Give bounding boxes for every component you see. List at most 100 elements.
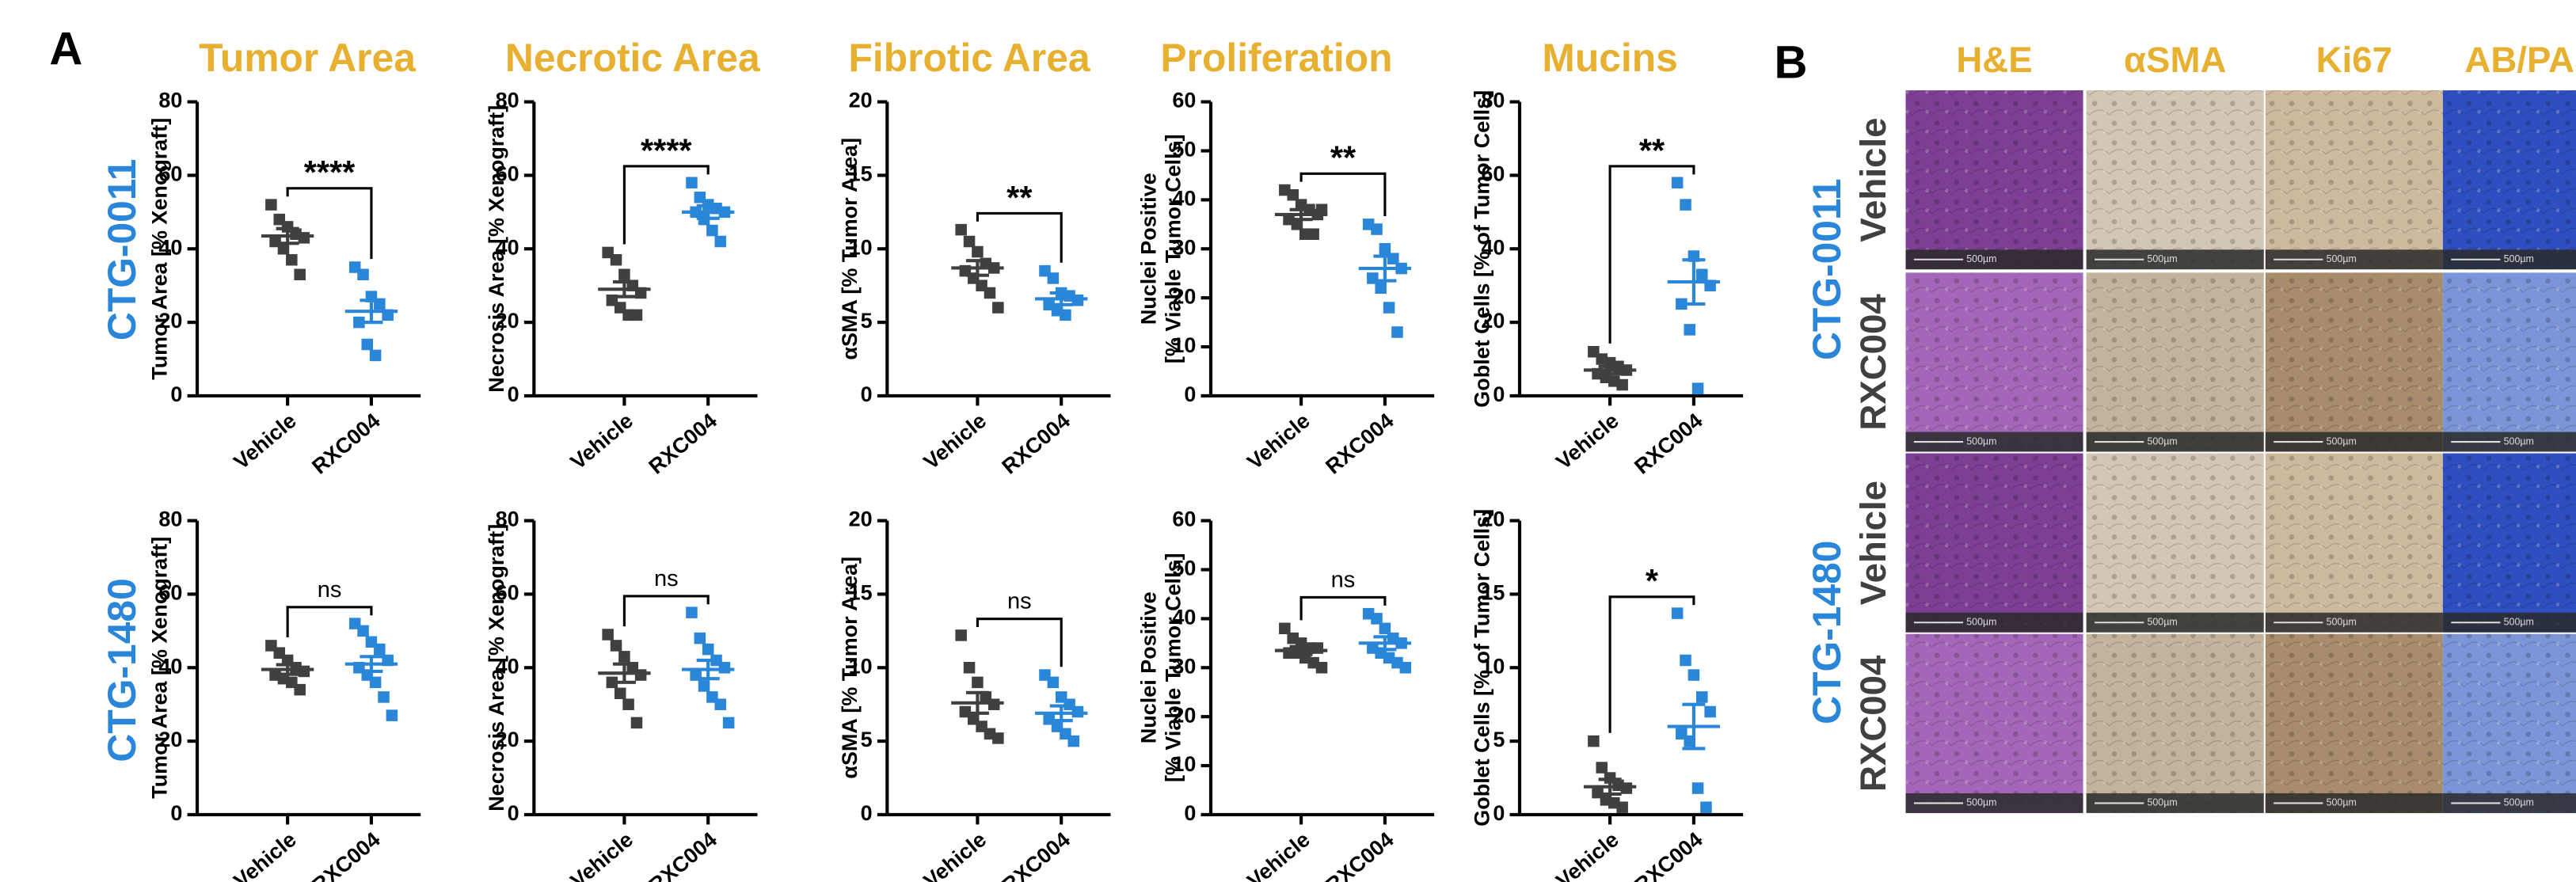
row-label: CTG-0011 [100,159,144,341]
data-point [1684,324,1695,336]
data-point [602,629,614,641]
y-axis-label: [% Viable Tumor Cells] [1161,135,1185,364]
histology-image: 500µm [2087,454,2264,633]
data-point [1279,623,1291,635]
histology-image: 500µm [1906,634,2083,813]
y-tick-label: 60 [1172,508,1196,531]
histology-image: 500µm [2443,272,2576,451]
data-point [622,698,634,710]
row-label: CTG-1480 [100,578,144,762]
x-tick-label: Vehicle [1242,409,1314,474]
significance-label: ns [1331,567,1356,592]
histology-image: 500µm [2087,90,2264,269]
data-point [357,625,369,637]
significance-bracket [977,213,1061,262]
data-point [992,302,1004,314]
y-tick-label: 5 [1493,728,1505,751]
significance-label: **** [304,154,356,191]
tile-texture [2266,634,2443,813]
scale-bar-label: 500µm [2504,253,2534,264]
y-tick-label: 60 [1172,89,1196,112]
histology-image: 500µm [2443,454,2576,633]
significance-label: ns [318,577,342,603]
data-point [631,310,643,321]
y-axis-label: αSMA [% Tumor Area] [838,557,862,779]
y-axis-label: [% Viable Tumor Cells] [1161,553,1185,782]
scale-bar-label: 500µm [2147,253,2177,264]
treatment-label: RXC004 [1853,294,1893,431]
y-tick-label: 5 [861,309,873,333]
chart-title: Fibrotic Area [848,36,1090,80]
data-point [694,633,706,644]
y-tick-label: 0 [1493,801,1505,825]
data-point [1700,801,1712,813]
significance-label: ** [1330,139,1356,177]
data-point [1704,706,1716,718]
scale-bar-label: 500µm [1966,253,1996,264]
x-tick-label: RXC004 [998,827,1075,882]
data-point [615,688,626,700]
data-point [1048,677,1060,689]
data-point [706,225,718,237]
y-axis-label: Tumor Area [% Xenograft] [148,537,172,799]
data-point [1375,283,1387,295]
significance-label: ns [654,566,679,591]
treatment-label: Vehicle [1853,481,1893,605]
tile-texture [2087,272,2264,451]
significance-label: **** [641,131,692,169]
x-tick-label: Vehicle [1551,409,1623,474]
data-point [1680,655,1691,667]
y-axis-label: Nuclei Positive [1136,591,1160,743]
data-point [370,677,382,689]
y-axis-label: Goblet Cells [% of Tumor Cells] [1470,90,1493,408]
data-point [286,254,298,266]
y-tick-label: 0 [861,801,873,825]
scale-bar-label: 500µm [2504,617,2534,628]
x-tick-label: Vehicle [1242,827,1314,882]
data-point [1680,199,1691,211]
x-tick-label: Vehicle [229,827,300,882]
data-point [964,236,976,248]
y-axis-label: Goblet Cells [% of Tumor Cells] [1470,509,1493,827]
histology-image: 500µm [2266,634,2443,813]
histology-image: 500µm [2087,272,2264,451]
scale-bar-label: 500µm [2327,617,2357,628]
significance-bracket [1610,166,1694,344]
panel-label: A [49,24,82,75]
data-point [294,684,306,696]
y-tick-label: 0 [508,801,519,825]
y-tick-label: 20 [849,508,873,531]
tile-texture [1906,634,2083,813]
y-tick-label: 0 [1184,382,1196,406]
tile-texture [2087,634,2264,813]
data-point [618,651,630,663]
histology-image: 500µm [2266,90,2443,269]
scale-bar-label: 500µm [1966,617,1996,628]
scale-bar-label: 500µm [2147,797,2177,808]
data-point [631,717,643,729]
data-point [1696,269,1708,281]
data-point [611,640,622,652]
y-tick-label: 80 [158,508,182,531]
data-point [972,246,984,258]
treatment-label: RXC004 [1853,655,1893,792]
chart-title: Proliferation [1160,36,1392,80]
data-point [299,232,310,244]
tile-texture [2087,90,2264,269]
scale-bar-label: 500µm [2504,797,2534,808]
x-tick-label: RXC004 [1630,827,1707,882]
column-header: H&E [1956,40,2032,80]
histology-image: 500µm [2443,90,2576,269]
histology-image: 500µm [1906,272,2083,451]
data-point [955,629,967,641]
x-tick-label: RXC004 [307,409,384,478]
data-point [1383,302,1395,314]
x-tick-label: RXC004 [1630,409,1707,478]
column-header: αSMA [2124,40,2226,80]
y-tick-label: 5 [861,728,873,751]
tile-texture [2266,454,2443,633]
data-point [299,666,310,678]
tile-texture [1906,90,2083,269]
data-point [1068,736,1080,747]
data-point [972,677,984,689]
